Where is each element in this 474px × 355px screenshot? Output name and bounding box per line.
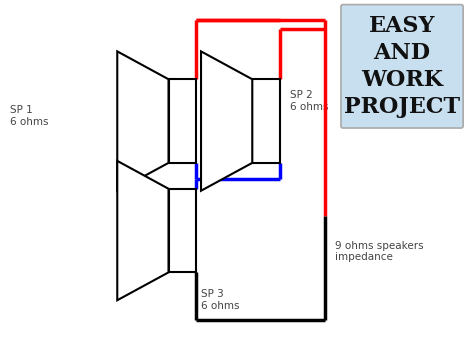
Polygon shape — [117, 51, 168, 191]
Text: SP 3
6 ohms: SP 3 6 ohms — [201, 289, 239, 311]
Text: SP 1
6 ohms: SP 1 6 ohms — [10, 105, 48, 127]
Text: 9 ohms speakers
impedance: 9 ohms speakers impedance — [335, 241, 424, 262]
Bar — [168, 79, 196, 163]
Polygon shape — [117, 161, 168, 300]
FancyBboxPatch shape — [341, 5, 463, 128]
Bar — [252, 79, 280, 163]
Bar — [168, 189, 196, 272]
Polygon shape — [201, 51, 252, 191]
Text: SP 2
6 ohms: SP 2 6 ohms — [290, 91, 328, 112]
Text: EASY
AND
WORK
PROJECT: EASY AND WORK PROJECT — [344, 15, 460, 118]
